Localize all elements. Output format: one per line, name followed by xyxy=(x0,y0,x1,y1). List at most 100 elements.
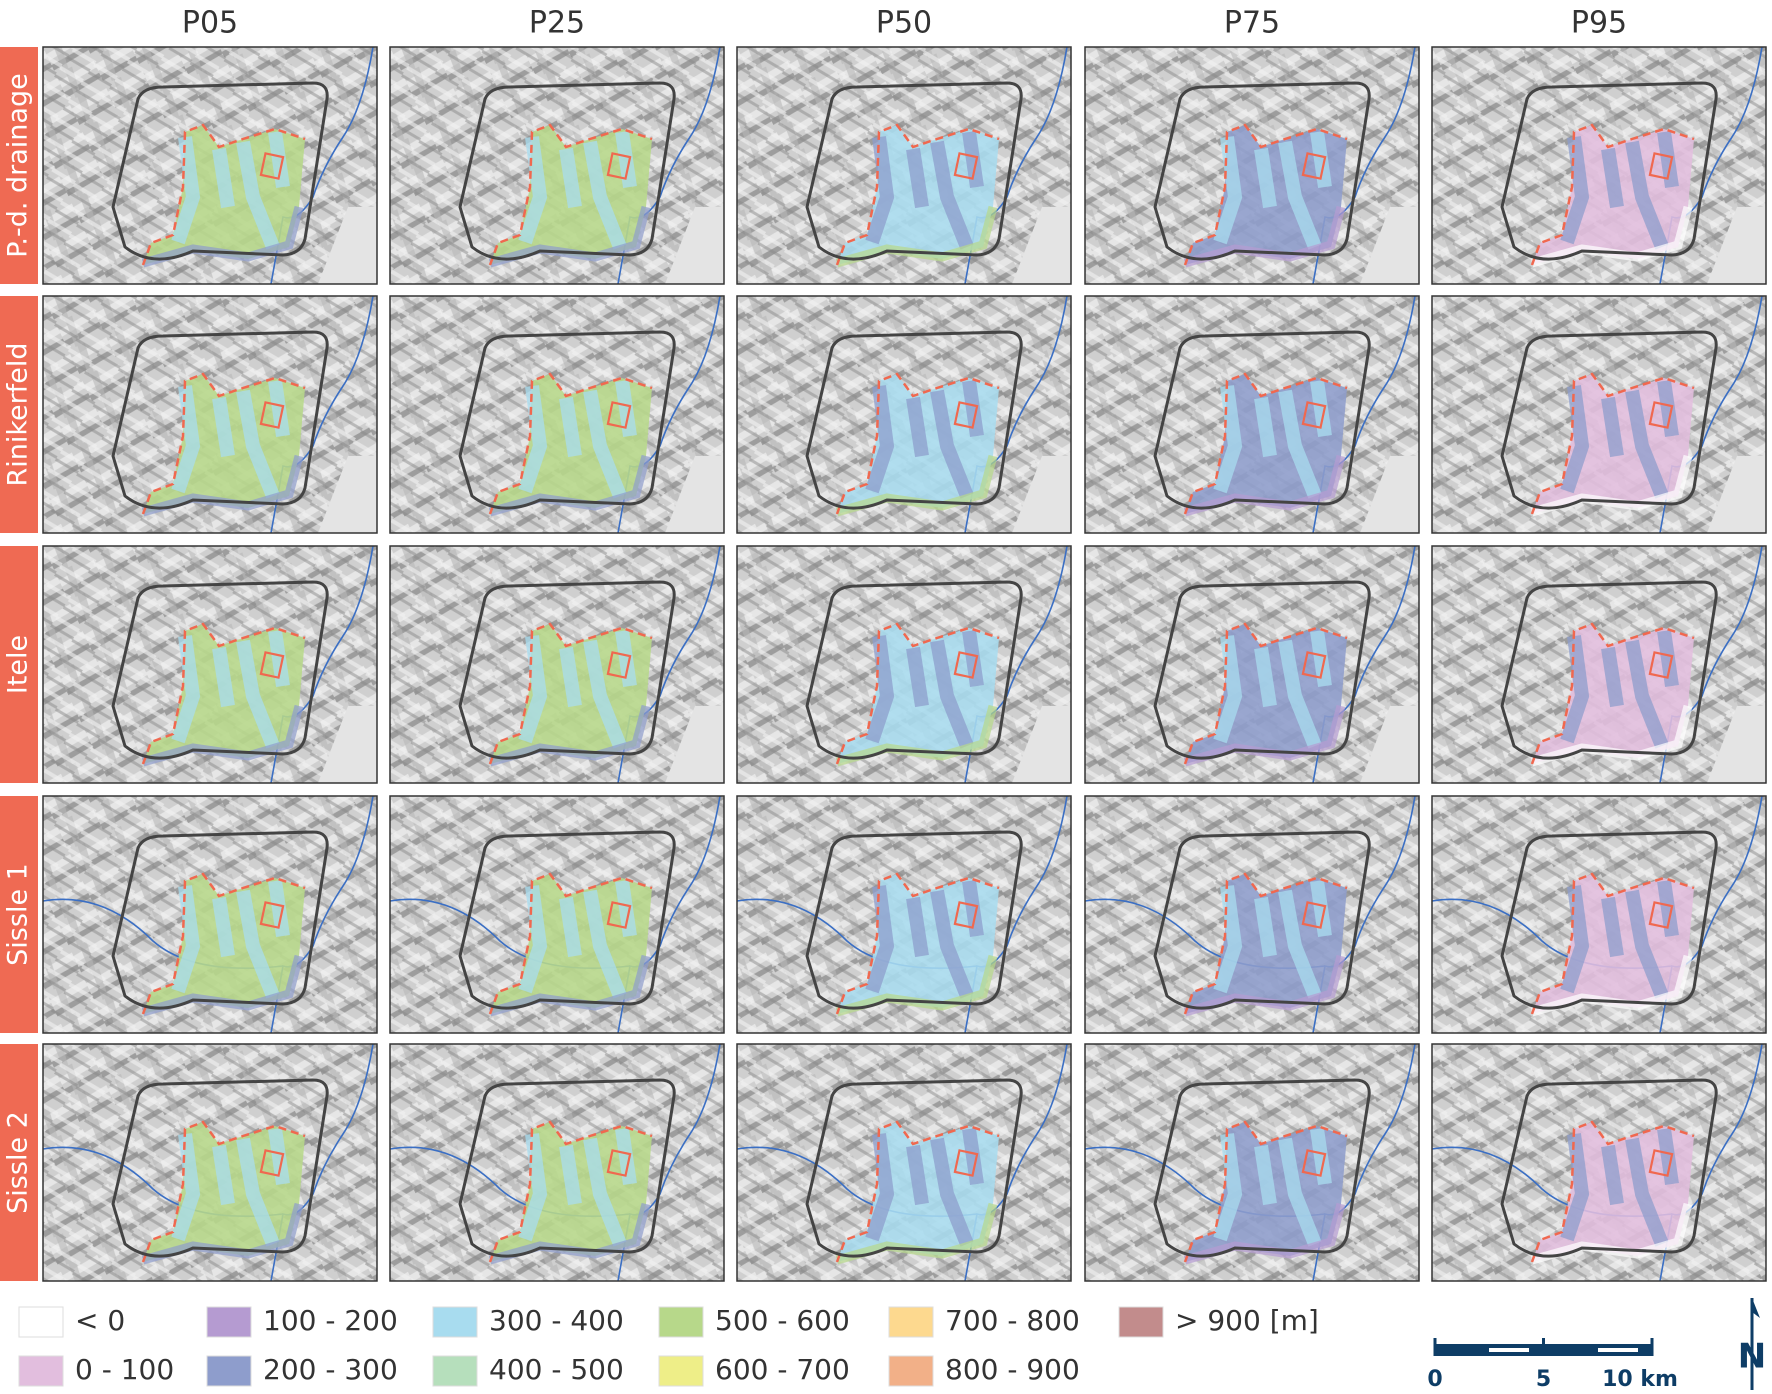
zone-edge xyxy=(835,123,1000,266)
map-panel xyxy=(1084,295,1420,534)
site xyxy=(1301,152,1327,180)
column-header: P75 xyxy=(1224,6,1280,41)
row-tab xyxy=(0,546,38,783)
map-panel xyxy=(389,545,725,784)
zone-edge xyxy=(488,872,653,1015)
legend-label: 700 - 800 xyxy=(945,1304,1080,1337)
site xyxy=(1648,901,1674,929)
row-tab xyxy=(0,796,38,1033)
map-panel xyxy=(736,1043,1072,1282)
zone-edge xyxy=(1530,372,1695,515)
row-tab xyxy=(0,1044,38,1281)
column-header: P50 xyxy=(876,6,932,41)
legend-label: 200 - 300 xyxy=(263,1353,398,1386)
legend-swatch xyxy=(888,1355,934,1387)
zone-edge xyxy=(1183,872,1348,1015)
column-header: P25 xyxy=(529,6,585,41)
map-panel xyxy=(736,545,1072,784)
map-panel xyxy=(42,46,378,285)
map-panel xyxy=(1084,46,1420,285)
catchment-outline xyxy=(1153,330,1371,510)
zone-edge xyxy=(141,872,306,1015)
legend-label: 600 - 700 xyxy=(715,1353,850,1386)
legend-swatch xyxy=(206,1355,252,1387)
legend-swatch xyxy=(206,1306,252,1338)
catchment-outline xyxy=(1500,330,1718,510)
site xyxy=(606,1149,632,1177)
site xyxy=(953,401,979,429)
map-panel xyxy=(736,795,1072,1034)
catchment-outline xyxy=(458,830,676,1010)
row-tab xyxy=(0,296,38,533)
map-panel xyxy=(1431,1043,1767,1282)
site xyxy=(259,401,285,429)
map-panel xyxy=(42,545,378,784)
catchment-outline xyxy=(111,580,329,760)
row-label: P.-d. drainage xyxy=(3,73,34,257)
catchment-outline xyxy=(458,580,676,760)
site xyxy=(1301,651,1327,679)
map-panel xyxy=(389,1043,725,1282)
legend-swatch xyxy=(658,1355,704,1387)
map-panel xyxy=(1431,46,1767,285)
zone-edge xyxy=(141,123,306,266)
map-panel xyxy=(389,295,725,534)
catchment-outline xyxy=(1153,830,1371,1010)
zone-edge xyxy=(488,1120,653,1263)
legend-label: 100 - 200 xyxy=(263,1304,398,1337)
zone-edge xyxy=(1530,123,1695,266)
legend-label: 400 - 500 xyxy=(489,1353,624,1386)
map-panel xyxy=(42,1043,378,1282)
map-panel xyxy=(1084,795,1420,1034)
legend-swatch xyxy=(432,1306,478,1338)
row-label: Itele xyxy=(3,635,34,694)
zone-edge xyxy=(835,1120,1000,1263)
site xyxy=(259,651,285,679)
catchment-outline xyxy=(111,830,329,1010)
column-header: P05 xyxy=(182,6,238,41)
catchment-outline xyxy=(458,1078,676,1258)
zone-edge xyxy=(141,1120,306,1263)
legend-swatch xyxy=(1118,1306,1164,1338)
map-panel xyxy=(1431,545,1767,784)
map-panel xyxy=(1084,1043,1420,1282)
zone-edge xyxy=(1530,622,1695,765)
site xyxy=(953,651,979,679)
legend-label: 800 - 900 xyxy=(945,1353,1080,1386)
catchment-outline xyxy=(805,81,1023,261)
row-label: Sissle 1 xyxy=(3,863,34,966)
legend-swatch xyxy=(888,1306,934,1338)
catchment-outline xyxy=(111,1078,329,1258)
map-panel xyxy=(389,795,725,1034)
site xyxy=(259,1149,285,1177)
map-panel xyxy=(736,295,1072,534)
site xyxy=(1648,152,1674,180)
row-label: Sissle 2 xyxy=(3,1111,34,1214)
scale-label: 5 xyxy=(1536,1367,1551,1392)
zone-edge xyxy=(488,622,653,765)
catchment-outline xyxy=(111,330,329,510)
site xyxy=(606,152,632,180)
site xyxy=(1301,401,1327,429)
zone-edge xyxy=(835,372,1000,515)
site xyxy=(606,901,632,929)
catchment-outline xyxy=(1500,1078,1718,1258)
map-panel xyxy=(42,795,378,1034)
catchment-outline xyxy=(458,330,676,510)
site xyxy=(1301,1149,1327,1177)
site xyxy=(953,901,979,929)
site xyxy=(606,401,632,429)
north-arrow: N xyxy=(1738,1298,1766,1390)
map-panel xyxy=(1431,795,1767,1034)
zone-edge xyxy=(1183,622,1348,765)
legend-swatch xyxy=(658,1306,704,1338)
catchment-outline xyxy=(1500,580,1718,760)
legend-swatch xyxy=(18,1306,64,1338)
scale-label: 0 xyxy=(1427,1367,1442,1392)
catchment-outline xyxy=(1500,830,1718,1010)
zone-edge xyxy=(1183,372,1348,515)
map-panel xyxy=(389,46,725,285)
site xyxy=(259,152,285,180)
site xyxy=(606,651,632,679)
